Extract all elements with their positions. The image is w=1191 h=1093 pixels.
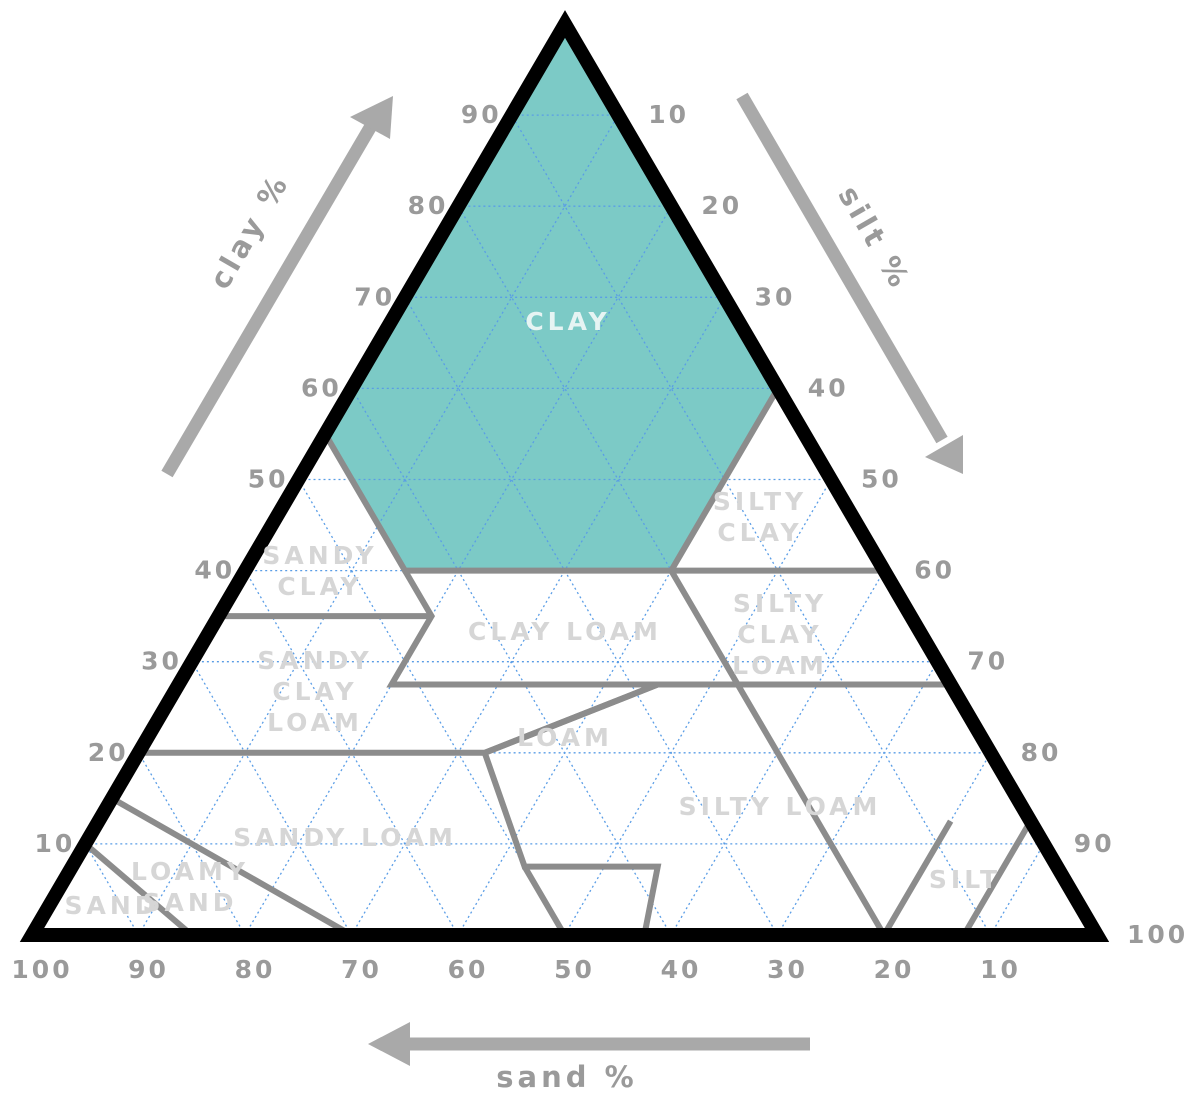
triangle-outline bbox=[19, 10, 1110, 942]
clay-arrow-icon bbox=[161, 96, 393, 478]
class-label-sandy-clay: CLAY bbox=[277, 572, 362, 601]
grid-line bbox=[137, 114, 619, 936]
silt-tick-label: 80 bbox=[1021, 738, 1062, 767]
silt-tick-label: 100 bbox=[1127, 920, 1188, 949]
class-label-silty-clay: CLAY bbox=[717, 518, 802, 547]
grid-line bbox=[511, 114, 992, 936]
silt-tick-labels: 10 20 30 40 50 60 70 80 90 100 bbox=[648, 100, 1188, 949]
silt-arrow-icon bbox=[736, 92, 963, 474]
sand-tick-label: 30 bbox=[767, 955, 808, 984]
clay-tick-label: 30 bbox=[141, 647, 182, 676]
silt-tick-label: 70 bbox=[967, 647, 1008, 676]
class-label-clay: CLAY bbox=[525, 307, 610, 336]
class-label-silty-loam: SILTY LOAM bbox=[679, 792, 882, 821]
class-label-sand: SAND bbox=[64, 891, 159, 920]
silt-tick-label: 10 bbox=[648, 100, 689, 129]
sand-tick-label: 20 bbox=[874, 955, 915, 984]
clay-tick-label: 50 bbox=[248, 465, 289, 494]
class-label-sandy-loam: SANDY LOAM bbox=[233, 823, 457, 852]
class-label-silty-clay: SILTY bbox=[713, 487, 807, 516]
sand-axis-title: sand % bbox=[496, 1060, 637, 1093]
sand-tick-label: 90 bbox=[128, 955, 169, 984]
sand-tick-label: 50 bbox=[554, 955, 595, 984]
clay-tick-label: 60 bbox=[301, 373, 342, 402]
clay-tick-label: 90 bbox=[461, 100, 502, 129]
sand-tick-label: 80 bbox=[235, 955, 276, 984]
class-label-sandy-clay-loam: LOAM bbox=[267, 708, 363, 737]
class-label-clay-loam: CLAY LOAM bbox=[468, 617, 662, 646]
class-boundary-line bbox=[322, 386, 781, 574]
sand-tick-labels: 100 90 80 70 60 50 40 30 20 10 bbox=[11, 955, 1021, 984]
clay-tick-labels: 10 20 30 40 50 60 70 80 90 bbox=[35, 100, 502, 858]
class-boundary-line bbox=[735, 682, 887, 937]
clay-tick-label: 20 bbox=[88, 738, 129, 767]
class-boundary-line bbox=[110, 795, 353, 938]
sand-tick-label: 40 bbox=[661, 955, 702, 984]
silt-tick-label: 50 bbox=[861, 465, 902, 494]
clay-tick-label: 70 bbox=[354, 282, 395, 311]
class-boundary-line bbox=[881, 819, 954, 937]
grid-line bbox=[404, 296, 779, 936]
class-label-sandy-clay-loam: SANDY bbox=[257, 646, 372, 675]
silt-tick-label: 60 bbox=[914, 556, 955, 585]
class-label-sandy-clay: SANDY bbox=[262, 541, 377, 570]
silt-tick-label: 90 bbox=[1074, 829, 1115, 858]
class-label-silt: SILT bbox=[929, 865, 1001, 894]
class-label-silty-clay-loam: CLAY bbox=[737, 620, 822, 649]
sand-tick-label: 70 bbox=[341, 955, 382, 984]
silt-tick-label: 40 bbox=[808, 373, 849, 402]
class-label-loam: LOAM bbox=[517, 723, 613, 752]
grid-line bbox=[244, 205, 672, 936]
class-boundary-line bbox=[961, 819, 1034, 937]
sand-arrow-icon bbox=[368, 1022, 810, 1066]
class-label-loamy-sand: SAND bbox=[142, 888, 237, 917]
sand-tick-label: 10 bbox=[980, 955, 1021, 984]
class-label-silty-clay-loam: LOAM bbox=[732, 651, 828, 680]
class-boundary-line bbox=[83, 841, 194, 938]
clay-tick-label: 80 bbox=[408, 191, 449, 220]
sand-tick-label: 60 bbox=[448, 955, 489, 984]
class-boundary-line bbox=[386, 569, 738, 688]
clay-tick-label: 40 bbox=[194, 556, 235, 585]
class-boundary-line bbox=[522, 865, 568, 937]
clay-tick-label: 10 bbox=[35, 829, 76, 858]
class-label-sandy-clay-loam: CLAY bbox=[272, 677, 357, 706]
silt-tick-label: 20 bbox=[701, 191, 742, 220]
grid-line bbox=[350, 296, 726, 936]
class-label-silty-clay-loam: SILTY bbox=[733, 589, 827, 618]
class-label-loamy-sand: LOAMY bbox=[131, 857, 249, 886]
sand-tick-label: 100 bbox=[11, 955, 72, 984]
silt-tick-label: 30 bbox=[755, 282, 796, 311]
